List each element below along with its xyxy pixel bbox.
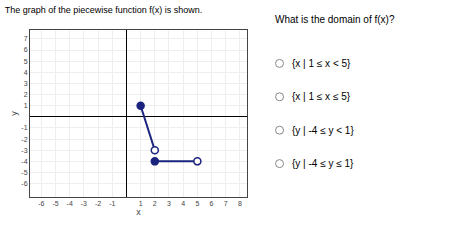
- svg-text:-3: -3: [81, 200, 87, 207]
- svg-text:1: 1: [139, 200, 143, 207]
- svg-text:8: 8: [238, 200, 242, 207]
- svg-text:x: x: [136, 207, 141, 217]
- svg-text:{x | 1 ≤ x ≤ 5}: {x | 1 ≤ x ≤ 5}: [292, 91, 351, 102]
- svg-text:What is the domain of f(x)?: What is the domain of f(x)?: [275, 14, 395, 25]
- svg-text:1: 1: [24, 102, 28, 109]
- svg-text:7: 7: [224, 200, 228, 207]
- svg-text:2: 2: [24, 91, 28, 98]
- svg-text:{x | 1 ≤ x < 5}: {x | 1 ≤ x < 5}: [292, 58, 351, 69]
- svg-text:3: 3: [167, 200, 171, 207]
- svg-text:2: 2: [153, 200, 157, 207]
- svg-text:-6: -6: [21, 180, 27, 187]
- svg-text:6: 6: [210, 200, 214, 207]
- svg-text:3: 3: [24, 80, 28, 87]
- svg-text:-4: -4: [67, 200, 73, 207]
- svg-text:-6: -6: [38, 200, 44, 207]
- svg-text:-3: -3: [21, 147, 27, 154]
- svg-text:5: 5: [24, 58, 28, 65]
- svg-text:4: 4: [181, 200, 185, 207]
- svg-text:{y | -4 ≤ y < 1}: {y | -4 ≤ y < 1}: [292, 125, 354, 136]
- svg-text:The graph of the piecewise fun: The graph of the piecewise function f(x)…: [5, 5, 203, 15]
- svg-text:-4: -4: [21, 158, 27, 165]
- svg-text:-1: -1: [21, 124, 27, 131]
- svg-text:-1: -1: [109, 200, 115, 207]
- svg-text:7: 7: [24, 35, 28, 42]
- svg-text:-2: -2: [95, 200, 101, 207]
- svg-text:6: 6: [24, 46, 28, 53]
- svg-text:4: 4: [24, 69, 28, 76]
- svg-text:-5: -5: [21, 169, 27, 176]
- svg-text:y: y: [9, 111, 19, 116]
- svg-text:-5: -5: [52, 200, 58, 207]
- svg-text:-2: -2: [21, 136, 27, 143]
- svg-text:5: 5: [195, 200, 199, 207]
- svg-text:{y | -4 ≤ y ≤ 1}: {y | -4 ≤ y ≤ 1}: [292, 158, 354, 169]
